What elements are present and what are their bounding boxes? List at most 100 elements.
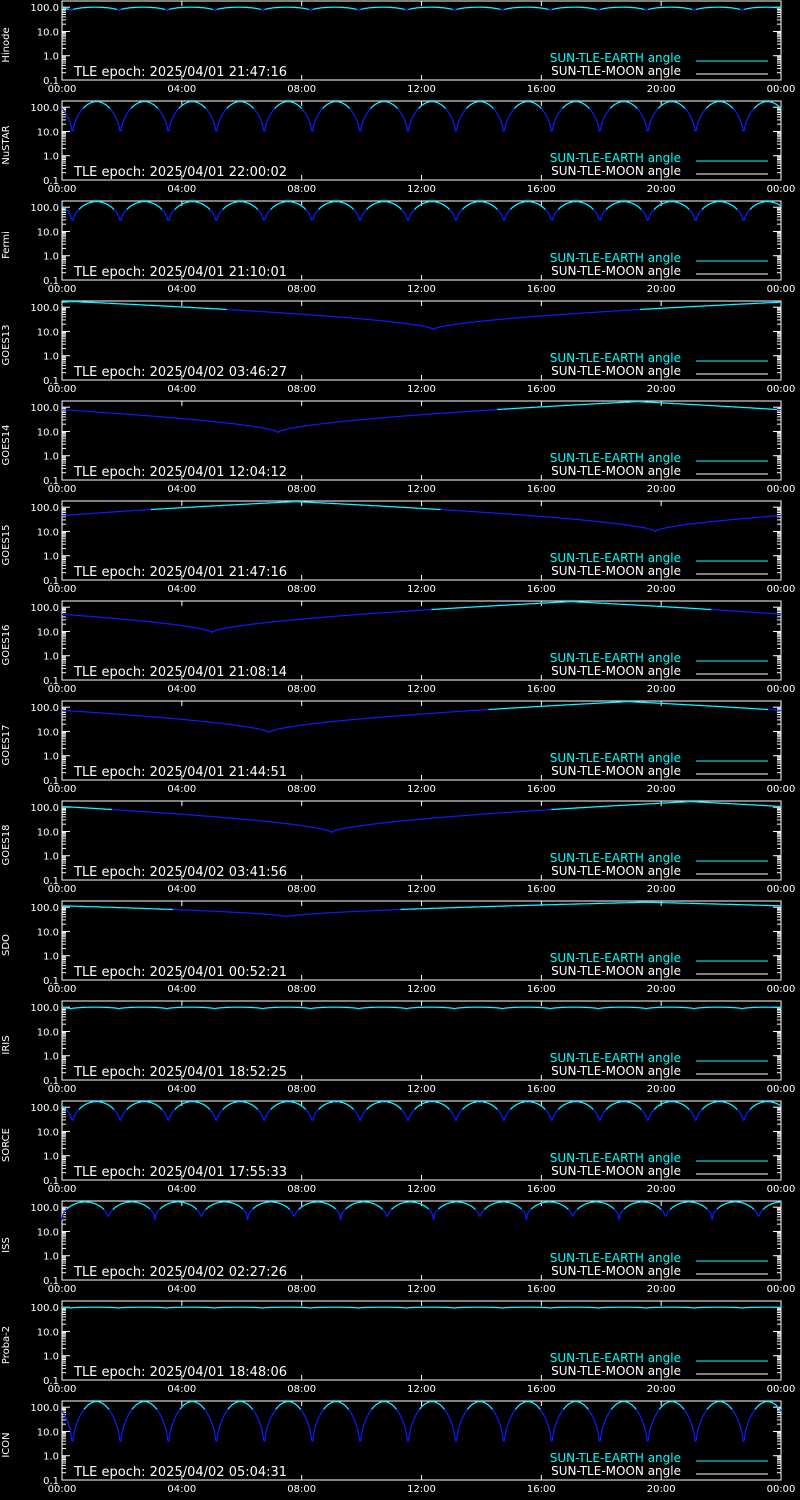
x-tick-label: 00:00 <box>767 584 796 595</box>
sun-tle-earth-series <box>227 1401 254 1410</box>
x-tick-label: 20:00 <box>647 1284 676 1295</box>
legend-earth-label: SUN-TLE-EARTH angle <box>550 151 681 165</box>
sun-tle-earth-series <box>174 201 211 210</box>
legend-moon-label: SUN-TLE-MOON angle <box>551 64 681 78</box>
y-tick-label: 0.1 <box>43 476 59 487</box>
x-tick-label: 00:00 <box>48 684 77 695</box>
y-tick-label: 0.1 <box>43 1276 59 1287</box>
y-minor-ticks <box>62 506 781 581</box>
x-tick-label: 16:00 <box>527 884 556 895</box>
sun-tle-earth-series <box>371 1401 397 1410</box>
sun-tle-earth-series <box>126 1101 163 1110</box>
sun-tle-earth-series <box>701 1101 738 1110</box>
sun-tle-earth-series <box>408 6 453 11</box>
x-tick-label: 04:00 <box>167 584 196 595</box>
angle-chart: 100.010.01.00.100:00 04:00 08:00 12:00 16:00… <box>30 300 795 395</box>
x-tick-label: 00:00 <box>767 484 796 495</box>
y-minor-ticks <box>62 706 781 781</box>
x-tick-label: 16:00 <box>527 684 556 695</box>
x-tick-label: 08:00 <box>287 984 316 995</box>
legend-earth-label: SUN-TLE-EARTH angle <box>550 251 681 265</box>
x-tick-label: 20:00 <box>647 684 676 695</box>
legend-earth-label: SUN-TLE-EARTH angle <box>550 1051 681 1065</box>
legend-earth-label: SUN-TLE-EARTH angle <box>550 351 681 365</box>
sun-tle-earth-series <box>360 6 405 11</box>
sun-tle-earth-series <box>504 6 549 11</box>
x-tick-label: 12:00 <box>407 1184 436 1195</box>
y-tick-label: 1.0 <box>43 352 59 363</box>
sun-tle-earth-series <box>61 7 70 11</box>
panel-sdo: SDO 100.0 10.0 1.0 0.1 00:00 04:00 08:00 12:00 16… <box>0 900 800 1000</box>
x-tick-label: 04:00 <box>167 684 196 695</box>
sun-tle-earth-series <box>749 201 782 210</box>
y-tick-label: 100.0 <box>30 903 59 914</box>
x-tick-label: 00:00 <box>48 1484 77 1495</box>
x-tick-label: 00:00 <box>48 784 77 795</box>
sun-tle-earth-series <box>318 201 355 210</box>
tle-epoch: TLE epoch: 2025/04/02 03:41:56 <box>73 865 287 880</box>
tle-epoch: TLE epoch: 2025/04/01 21:44:51 <box>73 765 287 780</box>
sun-tle-earth-series <box>657 101 686 109</box>
y-minor-ticks <box>62 806 781 881</box>
angle-chart: 100.010.01.00.100:00 04:00 08:00 12:00 16:00… <box>30 900 795 995</box>
sun-tle-earth-series <box>557 201 594 210</box>
y-tick-label: 1.0 <box>43 952 59 963</box>
angle-chart: 100.010.01.00.100:00 04:00 08:00 12:00 16:00… <box>30 200 796 295</box>
x-tick-label: 16:00 <box>527 184 556 195</box>
sun-tle-earth-series <box>159 1201 198 1210</box>
legend-earth-label: SUN-TLE-EARTH angle <box>550 1251 681 1265</box>
sun-tle-earth-series <box>216 6 261 11</box>
x-tick-label: 20:00 <box>647 1484 676 1495</box>
legend-moon-label: SUN-TLE-MOON angle <box>551 1264 681 1278</box>
x-tick-label: 20:00 <box>647 584 676 595</box>
y-tick-label: 100.0 <box>30 203 59 214</box>
legend-moon-label: SUN-TLE-MOON angle <box>551 1164 681 1178</box>
sun-tle-earth-series <box>366 201 402 210</box>
x-tick-label: 08:00 <box>287 584 316 595</box>
x-tick-label: 00:00 <box>48 1184 77 1195</box>
sun-tle-earth-series <box>762 1201 782 1210</box>
sun-tle-earth-series <box>226 101 255 109</box>
y-tick-label: 100.0 <box>30 103 59 114</box>
panel-goes18: GOES18 100.0 10.0 1.0 0.1 00:00 04:00 08:00 12:0… <box>0 800 800 900</box>
x-tick-label: 00:00 <box>767 784 796 795</box>
sun-tle-earth-series <box>551 800 781 811</box>
sun-tle-earth-series <box>391 1201 429 1210</box>
x-tick-label: 00:00 <box>767 1384 796 1395</box>
sun-tle-earth-series <box>743 6 782 11</box>
sun-tle-earth-series <box>120 6 166 11</box>
angle-chart: 100.010.01.00.100:00 04:00 08:00 12:00 16:00… <box>30 1300 796 1395</box>
sun-tle-earth-series <box>557 1101 594 1110</box>
x-tick-label: 12:00 <box>407 684 436 695</box>
legend-earth-label: SUN-TLE-EARTH angle <box>550 751 681 765</box>
x-tick-label: 00:00 <box>767 284 796 295</box>
panel-goes16: GOES16 100.0 10.0 1.0 0.1 00:00 04:00 08:00 12:0… <box>0 600 800 700</box>
panel-icon: ICON 100.0 10.0 1.0 0.1 00:00 04:00 08:00 12:00 1… <box>0 1400 800 1500</box>
legend-moon-label: SUN-TLE-MOON angle <box>551 864 681 878</box>
legend-moon-label: SUN-TLE-MOON angle <box>551 164 681 178</box>
sun-tle-earth-series <box>61 1105 67 1110</box>
sun-tle-earth-series <box>466 1401 493 1410</box>
x-tick-label: 20:00 <box>647 1384 676 1395</box>
sun-tle-earth-series <box>323 1401 350 1410</box>
sun-tle-earth-series <box>78 1101 115 1110</box>
y-tick-label: 0.1 <box>43 1476 59 1487</box>
sun-tle-earth-series <box>130 101 159 109</box>
y-tick-label: 1.0 <box>43 52 59 63</box>
legend-moon-label: SUN-TLE-MOON angle <box>551 764 681 778</box>
y-tick-label: 10.0 <box>37 727 59 738</box>
sun-tle-earth-series <box>66 1201 105 1210</box>
x-tick-label: 16:00 <box>527 284 556 295</box>
sun-tle-earth-series <box>419 1401 445 1410</box>
y-tick-label: 0.1 <box>43 1376 59 1387</box>
x-tick-label: 12:00 <box>407 1284 436 1295</box>
sun-tle-earth-series <box>701 201 738 210</box>
sun-tle-moon-series <box>61 500 781 533</box>
y-tick-label: 0.1 <box>43 576 59 587</box>
y-tick-label: 10.0 <box>37 27 59 38</box>
sun-tle-earth-series <box>623 1201 662 1210</box>
y-tick-label: 100.0 <box>30 303 59 314</box>
x-tick-label: 20:00 <box>647 384 676 395</box>
sun-tle-earth-series <box>72 6 118 11</box>
y-tick-label: 100.0 <box>30 1403 59 1414</box>
